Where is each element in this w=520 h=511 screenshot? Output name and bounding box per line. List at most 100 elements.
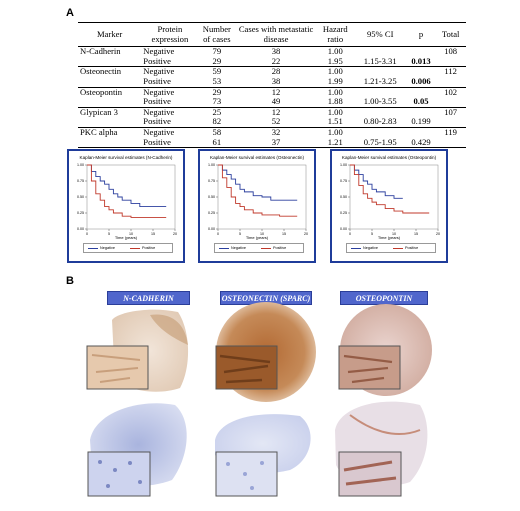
x-tick-label: 20 (173, 232, 177, 236)
table-cell-marker: PKC alpha (80, 126, 118, 137)
km-svg: 0.00 0.25 0.50 0.75 1.00 0 5 10 15 20 (77, 163, 177, 236)
table-cell-metastatic: 38 (271, 46, 281, 57)
y-tick-label: 0.50 (77, 195, 84, 199)
table-cell-hr: 1.21 (316, 137, 354, 149)
x-tick-label: 0 (86, 232, 88, 236)
table-cell-p: 0.006 (406, 76, 436, 88)
table-cell-ci: 1.15-3.31 (353, 56, 407, 68)
table-cell-expression: Positive (141, 56, 199, 68)
table-row: Positive 29 22 1.95 1.15-3.31 0.013 (78, 56, 466, 68)
table-cell-cases: 59 (212, 66, 222, 77)
y-tick-label: 0.00 (77, 227, 84, 231)
table-cell-ci: 1.21-3.25 (353, 76, 407, 88)
table-cell-expression: Negative (143, 66, 175, 77)
table-cell-cases: 53 (198, 76, 236, 88)
ihc-osteonectin-negative (215, 414, 311, 497)
table-cell-marker (78, 137, 142, 149)
table-row: N-Cadherin Negative 79 38 1.00 108 (78, 46, 466, 57)
km-xlabel: Time (years) (245, 235, 269, 240)
table-cell-cases: 29 (198, 56, 236, 68)
table-cell-hr: 1.51 (316, 116, 354, 128)
table-row: Positive 53 38 1.99 1.21-3.25 0.006 (78, 76, 466, 88)
x-tick-label: 15 (414, 232, 418, 236)
km-legend: Negative Positive (214, 243, 304, 253)
x-tick-label: 5 (108, 232, 110, 236)
table-cell-p: 0.429 (406, 137, 436, 149)
y-tick-label: 1.00 (208, 163, 215, 167)
table-cell-hr: 1.95 (316, 56, 354, 68)
x-tick-label: 5 (239, 232, 241, 236)
col-header: Hazard ratio (316, 21, 354, 48)
km-svg: 0.00 0.25 0.50 0.75 1.00 0 5 10 15 20 (340, 163, 440, 236)
table-cell-cases: 61 (198, 137, 236, 149)
km-line-negative (87, 164, 167, 208)
km-title: Kaplan-Meier survival estimates (Osteopo… (341, 155, 437, 160)
table-row: Osteopontin Negative 29 12 1.00 102 (78, 87, 466, 97)
table-cell-marker: Osteonectin (80, 66, 122, 77)
table-cell-total: 119 (444, 126, 457, 137)
km-xlabel: Time (years) (114, 235, 138, 240)
table-cell-expression: Negative (143, 126, 175, 137)
table-cell-metastatic: 38 (235, 76, 317, 88)
table-row: PKC alpha Negative 58 32 1.00 119 (78, 127, 466, 137)
km-xlabel: Time (years) (377, 235, 401, 240)
km-svg: 0.00 0.25 0.50 0.75 1.00 0 5 10 15 20 (208, 163, 308, 236)
ihc-header-osteonectin: OSTEONECTIN (SPARC) (220, 291, 312, 305)
table-cell-cases: 73 (198, 96, 236, 108)
table-cell-cases: 58 (212, 126, 222, 137)
col-header: p (406, 21, 436, 48)
km-line-positive (87, 164, 167, 218)
legend-positive: Positive (405, 246, 419, 250)
table-cell-hr: 1.99 (316, 76, 354, 88)
table-cell-total (435, 117, 466, 128)
table-cell-metastatic: 28 (271, 66, 281, 77)
x-tick-label: 5 (371, 232, 373, 236)
table-cell-hr: 1.00 (327, 66, 343, 77)
panel-b-label: B (66, 275, 74, 287)
km-line-positive (350, 164, 430, 214)
table-cell-total: 102 (444, 86, 458, 97)
table-cell-expression: Positive (141, 76, 199, 88)
panel-a-label: A (66, 7, 74, 19)
km-legend: Negative Positive (346, 243, 436, 253)
table-row: Glypican 3 Negative 25 12 1.00 107 (78, 107, 466, 117)
table-header-row: Marker Protein expression Number of case… (78, 21, 466, 48)
table-row: Positive 82 52 1.51 0.80-2.83 0.199 (78, 116, 466, 128)
km-line-negative (350, 164, 403, 199)
legend-positive: Positive (142, 246, 156, 250)
ihc-osteonectin-positive (215, 302, 316, 402)
table-row: Positive 73 49 1.88 1.00-3.55 0.05 (78, 96, 466, 108)
table-cell-expression: Negative (143, 106, 175, 117)
y-tick-label: 0.25 (77, 211, 84, 215)
table-cell-p: 0.199 (406, 116, 436, 128)
table-cell-metastatic: 52 (235, 116, 317, 128)
table-cell-expression: Negative (143, 46, 175, 57)
table-cell-total (435, 137, 466, 149)
table-cell-cases: 29 (212, 86, 222, 97)
y-tick-label: 0.25 (208, 211, 215, 215)
km-plot-osteopontin: Kaplan-Meier survival estimates (Osteopo… (330, 149, 448, 263)
table-cell-hr: 1.00 (327, 126, 343, 137)
table-cell-cases: 82 (198, 116, 236, 128)
table-cell-metastatic: 32 (271, 126, 281, 137)
table-cell-p: 0.05 (406, 96, 436, 108)
table-cell-hr: 1.00 (327, 46, 343, 57)
table-cell-ci: 0.80-2.83 (353, 116, 407, 128)
table-cell-marker: Glypican 3 (80, 106, 118, 117)
km-line-negative (218, 164, 298, 201)
y-tick-label: 0.75 (77, 179, 84, 183)
ihc-header-osteopontin: OSTEOPONTIN (340, 291, 428, 305)
x-tick-label: 0 (217, 232, 219, 236)
km-title: Kaplan-Meier survival estimates (N-Cadhe… (79, 155, 173, 160)
table-cell-total: 108 (444, 46, 458, 57)
table-cell-metastatic: 37 (235, 137, 317, 149)
table-cell-cases: 79 (212, 46, 222, 57)
y-tick-label: 0.00 (340, 227, 347, 231)
table-cell-marker (78, 117, 142, 128)
y-tick-label: 1.00 (77, 163, 84, 167)
table-cell-marker (78, 76, 142, 88)
y-tick-label: 0.00 (208, 227, 215, 231)
x-tick-label: 20 (436, 232, 440, 236)
col-header: Number of cases (198, 21, 236, 48)
ihc-osteopontin-negative (335, 401, 428, 497)
